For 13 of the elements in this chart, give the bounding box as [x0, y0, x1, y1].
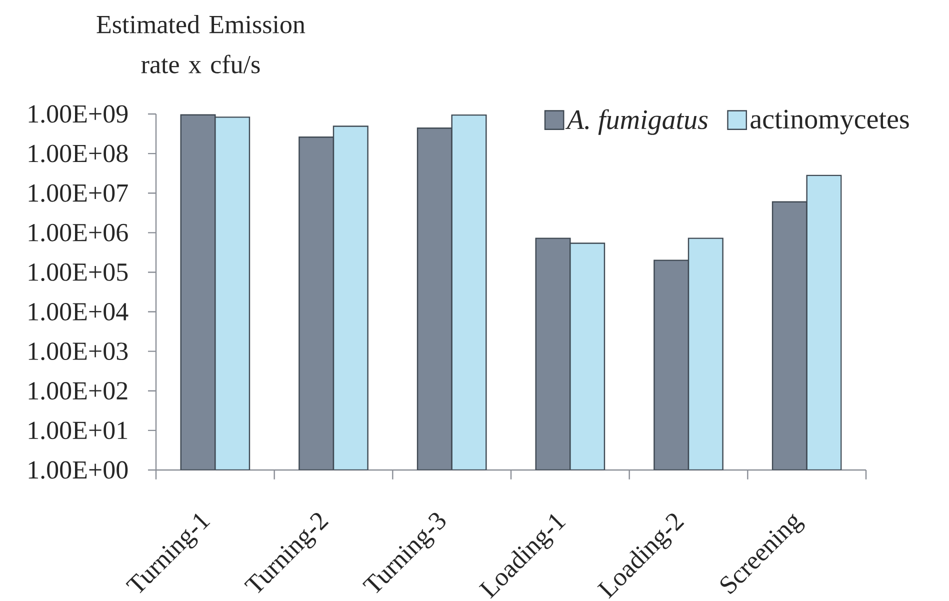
- y-tick-label: 1.00E+07: [28, 184, 128, 202]
- y-tick-label: 1.00E+08: [28, 144, 128, 162]
- y-tick-label: 1.00E+03: [28, 342, 128, 360]
- y-tick-label: 1.00E+01: [28, 422, 128, 440]
- y-tick-label: 1.00E+00: [28, 461, 128, 479]
- y-axis-title: Estimated Emission rate x cfu/s: [96, 15, 306, 74]
- y-tick-label: 1.00E+05: [28, 263, 128, 282]
- y-tick-label: 1.00E+06: [28, 224, 128, 242]
- legend-label: A. fumigatus: [565, 109, 708, 135]
- y-tick-label: 1.00E+04: [28, 302, 128, 321]
- legend-label: actinomycetes: [750, 110, 909, 134]
- y-tick-label: 1.00E+09: [28, 105, 128, 123]
- y-tick-label: 1.00E+02: [28, 382, 128, 400]
